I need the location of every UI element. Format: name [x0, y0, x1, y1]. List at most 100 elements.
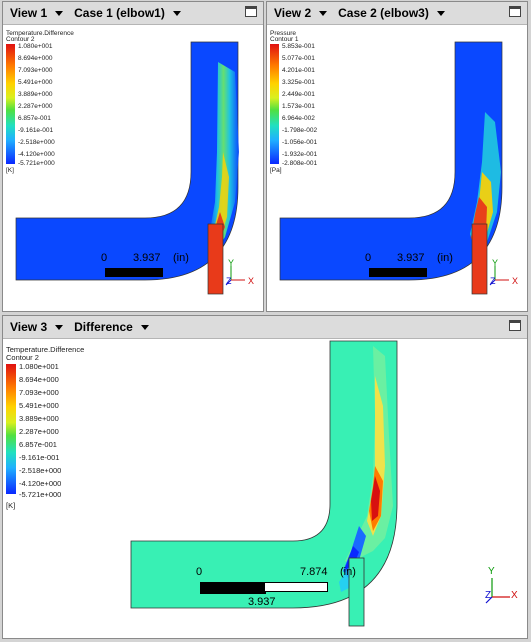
view1-contour-plot[interactable] [3, 2, 264, 312]
legend-label: 7.093e+000 [18, 67, 53, 74]
chevron-down-icon [55, 324, 64, 330]
legend-label: -4.120e+000 [19, 479, 62, 488]
legend-unit: [Pa] [270, 167, 282, 174]
view3-legend: Temperature.Difference Contour 2 1.080e+… [6, 346, 106, 511]
view3-view-selector[interactable]: View 3 [3, 320, 67, 334]
scale-unit: (in) [340, 566, 356, 578]
chevron-down-icon [436, 10, 445, 16]
scale-bar-white [264, 582, 328, 592]
scale-value: 3.937 [133, 252, 161, 264]
legend-label: 5.491e+000 [18, 79, 53, 86]
legend-label: -9.161e-001 [19, 453, 60, 462]
view1-view-selector[interactable]: View 1 [3, 6, 67, 20]
legend-label: 4.201e-001 [282, 67, 315, 74]
scale-mid: 3.937 [248, 596, 276, 608]
legend-label: 1.573e-001 [282, 103, 315, 110]
legend-title: Temperature.Difference [6, 30, 74, 37]
axis-x: X [512, 276, 519, 286]
view2-pane[interactable]: View 2 Case 2 (elbow3) Pressure Contour … [266, 1, 528, 312]
legend-label: 8.694e+000 [18, 55, 53, 62]
scale-zero: 0 [196, 566, 203, 578]
legend-title: Pressure [270, 30, 297, 37]
axis-x: X [248, 276, 255, 286]
view2-legend: Pressure Contour 1 5.853e-001 5.077e-001… [270, 30, 360, 176]
legend-label: 6.857e-001 [19, 440, 57, 449]
legend-colorbar [6, 44, 15, 164]
legend-unit: [K] [6, 501, 16, 510]
legend-label: -5.721e+000 [19, 490, 62, 499]
view1-pane[interactable]: View 1 Case 1 (elbow1) Temperature.Diffe… [2, 1, 264, 312]
outlet-pipe [471, 223, 488, 295]
legend-label: -2.518e+000 [19, 466, 62, 475]
legend-label: 6.857e-001 [18, 115, 51, 122]
view2-contour-plot[interactable] [267, 2, 528, 312]
view3-axis-triad: Y Z X [483, 566, 518, 606]
view2-titlebar: View 2 Case 2 (elbow3) [267, 2, 527, 25]
maximize-icon[interactable] [509, 320, 521, 331]
scale-bar-black [200, 582, 266, 594]
view1-axis-triad: Y Z X [225, 258, 255, 288]
legend-label: 3.325e-001 [282, 79, 315, 86]
legend-label: 5.077e-001 [282, 55, 315, 62]
legend-label: -2.808e-001 [282, 160, 318, 167]
axis-y: Y [488, 566, 495, 577]
legend-label: -5.721e+000 [18, 160, 55, 167]
chevron-down-icon [140, 324, 149, 330]
legend-subtitle: Contour 2 [6, 36, 35, 43]
legend-label: 1.080e+001 [19, 362, 59, 371]
scale-zero: 0 [365, 252, 372, 264]
scale-zero: 0 [101, 252, 108, 264]
view2-case-selector[interactable]: Case 2 (elbow3) [331, 6, 449, 20]
legend-title: Temperature.Difference [6, 345, 85, 354]
view3-view-label: View 3 [10, 320, 48, 334]
view1-view-label: View 1 [10, 6, 48, 20]
maximize-icon[interactable] [509, 6, 521, 17]
view1-case-selector[interactable]: Case 1 (elbow1) [67, 6, 185, 20]
legend-label: -1.798e-002 [282, 127, 318, 134]
view2-case-label: Case 2 (elbow3) [338, 6, 429, 20]
view1-legend: Temperature.Difference Contour 2 1.080e+… [6, 30, 96, 176]
outlet-pipe [348, 557, 365, 627]
legend-unit: [K] [6, 167, 14, 174]
legend-label: -4.120e+000 [18, 151, 55, 158]
scale-value: 3.937 [397, 252, 425, 264]
legend-label: -1.932e-001 [282, 151, 318, 158]
axis-y: Y [228, 258, 235, 268]
view3-scale-bar: 0 7.874 (in) 3.937 [196, 566, 366, 614]
scale-unit: (in) [437, 252, 453, 264]
view3-case-selector[interactable]: Difference [67, 320, 153, 334]
legend-label: 2.449e-001 [282, 91, 315, 98]
legend-label: -9.161e-001 [18, 127, 54, 134]
chevron-down-icon [55, 10, 64, 16]
chevron-down-icon [319, 10, 328, 16]
legend-label: 2.287e+000 [18, 103, 53, 110]
view2-view-selector[interactable]: View 2 [267, 6, 331, 20]
scale-bar [369, 268, 427, 277]
legend-label: 5.853e-001 [282, 43, 315, 50]
view3-pane[interactable]: View 3 Difference Temperature.Difference… [2, 315, 528, 639]
view2-axis-triad: Y Z X [489, 258, 519, 288]
legend-label: -2.518e+000 [18, 139, 55, 146]
axis-z: Z [485, 590, 492, 601]
maximize-icon[interactable] [245, 6, 257, 17]
view3-titlebar: View 3 Difference [3, 316, 527, 339]
axis-y: Y [492, 258, 499, 268]
view1-case-label: Case 1 (elbow1) [74, 6, 165, 20]
legend-colorbar [6, 364, 16, 494]
scale-bar [105, 268, 163, 277]
legend-label: 3.889e+000 [19, 414, 59, 423]
scale-unit: (in) [173, 252, 189, 264]
legend-label: 6.964e-002 [282, 115, 315, 122]
elbow-geometry [15, 41, 239, 281]
legend-label: 8.694e+000 [19, 375, 59, 384]
axis-x: X [511, 590, 518, 601]
axis-z: Z [490, 276, 496, 286]
legend-subtitle: Contour 2 [6, 353, 39, 362]
view1-scale-bar: 0 3.937 (in) [101, 252, 201, 282]
scale-value: 7.874 [300, 566, 328, 578]
elbow-geometry [130, 340, 398, 609]
view3-case-label: Difference [74, 320, 133, 334]
outlet-pipe [207, 223, 224, 295]
view3-contour-plot[interactable] [3, 316, 528, 639]
legend-label: 7.093e+000 [19, 388, 59, 397]
